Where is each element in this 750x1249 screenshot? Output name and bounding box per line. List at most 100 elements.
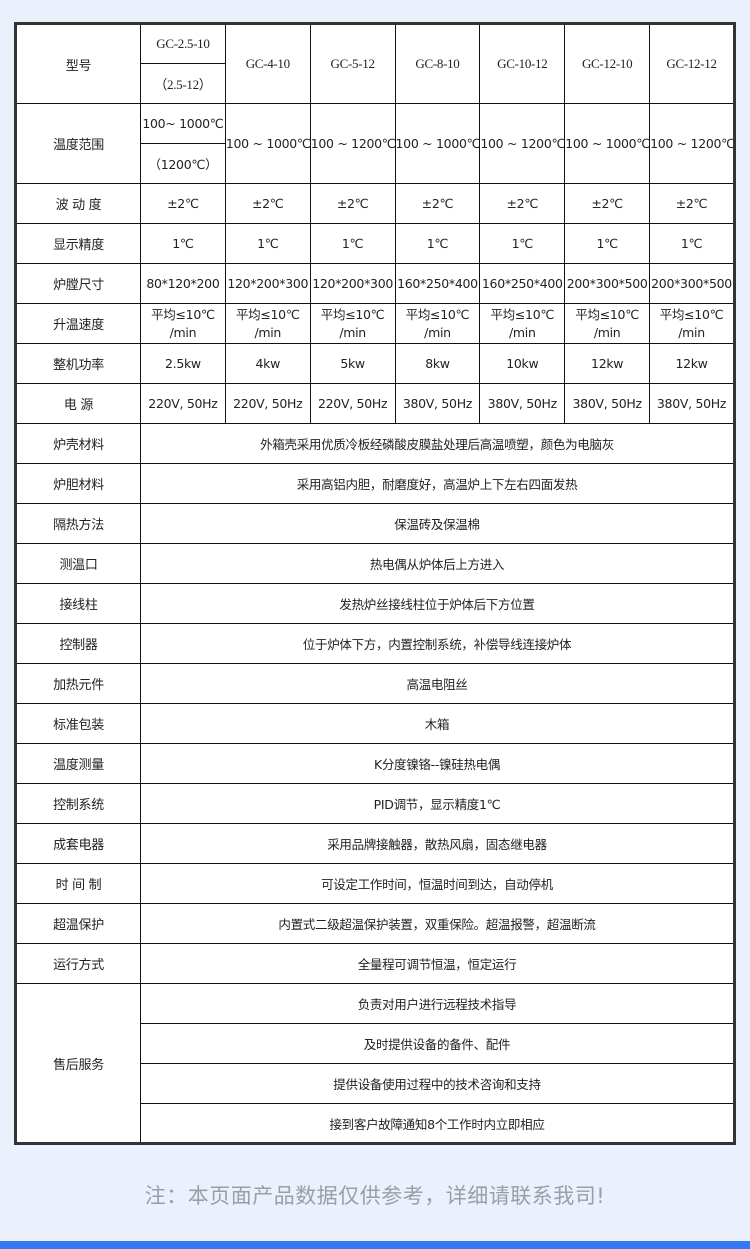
spec-value: 1℃ <box>309 223 396 264</box>
spec-row-shared: 温度测量 K分度镍铬--镍硅热电偶 <box>15 743 735 784</box>
spec-value: 位于炉体下方，内置控制系统，补偿导线连接炉体 <box>140 623 735 664</box>
spec-row-shared: 控制器 位于炉体下方，内置控制系统，补偿导线连接炉体 <box>15 623 735 664</box>
row-label: 加热元件 <box>15 663 141 704</box>
spec-value: ±2℃ <box>309 183 396 224</box>
row-label: 炉膛尺寸 <box>15 263 141 304</box>
after-sales-row: 提供设备使用过程中的技术咨询和支持 <box>16 1063 735 1104</box>
row-label: 超温保护 <box>15 903 141 944</box>
spec-value: 220V, 50Hz <box>224 383 311 424</box>
spec-value: ±2℃ <box>224 183 311 224</box>
spec-value: 平均≤10℃ /min <box>479 303 566 344</box>
spec-value: 160*250*400 <box>394 263 481 304</box>
spec-value: 平均≤10℃ /min <box>140 303 226 344</box>
spec-row-shared: 时 间 制可设定工作时间，恒温时间到达，自动停机 <box>15 863 735 904</box>
spec-row-shared: 炉胆材料 采用高铝内胆，耐磨度好，高温炉上下左右四面发热 <box>15 463 735 504</box>
spec-row-shared: 控制系统 PID调节，显示精度1℃ <box>15 783 735 824</box>
row-label: 隔热方法 <box>15 503 141 544</box>
temp-range-value: 100 ~ 1000℃ <box>224 103 311 184</box>
row-label: 升温速度 <box>15 303 141 344</box>
after-sales-item: 及时提供设备的备件、配件 <box>140 1023 735 1064</box>
spec-value: 8kw <box>394 343 481 384</box>
spec-value: ±2℃ <box>564 183 651 224</box>
spec-value: 120*200*300 <box>224 263 311 304</box>
after-sales-item: 提供设备使用过程中的技术咨询和支持 <box>140 1063 735 1104</box>
spec-value: 外箱壳采用优质冷板经磷酸皮膜盐处理后高温喷塑，颜色为电脑灰 <box>140 423 735 464</box>
spec-value: K分度镍铬--镍硅热电偶 <box>140 743 735 784</box>
spec-value: 380V, 50Hz <box>394 383 481 424</box>
spec-row-shared: 测温口 热电偶从炉体后上方进入 <box>15 543 735 584</box>
spec-value: ±2℃ <box>140 183 226 224</box>
temp-range-value: 100 ~ 1200℃ <box>649 103 735 184</box>
row-label: 炉胆材料 <box>15 463 141 504</box>
spec-value: 1℃ <box>649 223 735 264</box>
model-name: GC-2.5-10 <box>140 23 226 64</box>
spec-value: 120*200*300 <box>309 263 396 304</box>
temp-range-value: 100 ~ 1200℃ <box>309 103 396 184</box>
row-label: 波 动 度 <box>15 183 141 224</box>
model-name: GC-4-10 <box>224 23 311 104</box>
spec-value: 1℃ <box>394 223 481 264</box>
spec-value: 1℃ <box>564 223 651 264</box>
spec-value: 5kw <box>309 343 396 384</box>
spec-value: 1℃ <box>140 223 226 264</box>
spec-value: 1℃ <box>224 223 311 264</box>
spec-value: 全量程可调节恒温，恒定运行 <box>140 943 735 984</box>
row-label: 整机功率 <box>15 343 141 384</box>
spec-value: 2.5kw <box>140 343 226 384</box>
spec-value: 保温砖及保温棉 <box>140 503 735 544</box>
row-label-model: 型号 <box>15 23 141 104</box>
spec-row-shared: 运行方式 全量程可调节恒温，恒定运行 <box>15 943 735 984</box>
row-label-temp-range: 温度范围 <box>15 103 141 184</box>
row-label: 温度测量 <box>15 743 141 784</box>
spec-value: 平均≤10℃ /min <box>309 303 396 344</box>
spec-value: 采用品牌接触器，散热风扇，固态继电器 <box>140 823 735 864</box>
row-label: 控制系统 <box>15 783 141 824</box>
spec-row-shared: 标准包装 木箱 <box>15 703 735 744</box>
spec-value: 12kw <box>564 343 651 384</box>
spec-value: 380V, 50Hz <box>649 383 735 424</box>
model-name-alt: （2.5-12） <box>140 63 226 104</box>
spec-row-shared: 成套电器 采用品牌接触器，散热风扇，固态继电器 <box>15 823 735 864</box>
temp-range-value-alt: （1200℃） <box>140 143 226 184</box>
spec-value: 380V, 50Hz <box>564 383 651 424</box>
spec-value: 12kw <box>649 343 735 384</box>
spec-value: 220V, 50Hz <box>140 383 226 424</box>
spec-row: 显示精度 1℃ 1℃ 1℃ 1℃ 1℃ 1℃ 1℃ <box>15 223 735 264</box>
spec-value: ±2℃ <box>394 183 481 224</box>
row-label: 控制器 <box>15 623 141 664</box>
spec-value: 平均≤10℃ /min <box>564 303 651 344</box>
spec-value: 采用高铝内胆，耐磨度好，高温炉上下左右四面发热 <box>140 463 735 504</box>
spec-value: 平均≤10℃ /min <box>394 303 481 344</box>
spec-value: 发热炉丝接线柱位于炉体后下方位置 <box>140 583 735 624</box>
spec-value: ±2℃ <box>479 183 566 224</box>
spec-value: 200*300*500 <box>564 263 651 304</box>
spec-row: 电 源 220V, 50Hz 220V, 50Hz 220V, 50Hz 380V, 5… <box>15 383 735 424</box>
row-label: 测温口 <box>15 543 141 584</box>
row-label: 接线柱 <box>15 583 141 624</box>
row-label: 电 源 <box>15 383 141 424</box>
header-row-sub: （2.5-12） <box>16 63 735 104</box>
after-sales-item: 负责对用户进行远程技术指导 <box>140 983 735 1024</box>
temp-range-row: 温度范围 100~ 1000℃ 100 ~ 1000℃ 100 ~ 1200℃ 100 … <box>15 103 735 184</box>
spec-value: 高温电阻丝 <box>140 663 735 704</box>
spec-row-shared: 超温保护 内置式二级超温保护装置，双重保险。超温报警，超温断流 <box>15 903 735 944</box>
disclaimer-note: 注：本页面产品数据仅供参考，详细请联系我司! <box>144 1184 606 1208</box>
spec-value: PID调节，显示精度1℃ <box>140 783 735 824</box>
spec-value: 200*300*500 <box>649 263 735 304</box>
row-label: 显示精度 <box>15 223 141 264</box>
model-name: GC-12-10 <box>564 23 651 104</box>
row-label: 标准包装 <box>15 703 141 744</box>
model-name: GC-5-12 <box>309 23 396 104</box>
temp-range-value: 100 ~ 1000℃ <box>394 103 481 184</box>
header-row: 型号 GC-2.5-10 GC-4-10 GC-5-12 GC-8-10 GC-10-12… <box>15 23 735 104</box>
spec-row: 升温速度 平均≤10℃ /min 平均≤10℃ /min 平均≤10℃ /min 平均≤… <box>15 303 735 344</box>
spec-table: 型号 GC-2.5-10 GC-4-10 GC-5-12 GC-8-10 GC-10-12… <box>14 22 736 1145</box>
row-label: 成套电器 <box>15 823 141 864</box>
bottom-accent-bar <box>0 1241 750 1249</box>
spec-row-shared: 加热元件 高温电阻丝 <box>15 663 735 704</box>
spec-value: ±2℃ <box>649 183 735 224</box>
model-name: GC-8-10 <box>394 23 481 104</box>
spec-row: 炉膛尺寸 80*120*200 120*200*300 120*200*300 160*… <box>15 263 735 304</box>
after-sales-row: 售后服务 负责对用户进行远程技术指导 <box>15 983 735 1144</box>
after-sales-item: 接到客户故障通知8个工作时内立即相应 <box>140 1103 735 1144</box>
